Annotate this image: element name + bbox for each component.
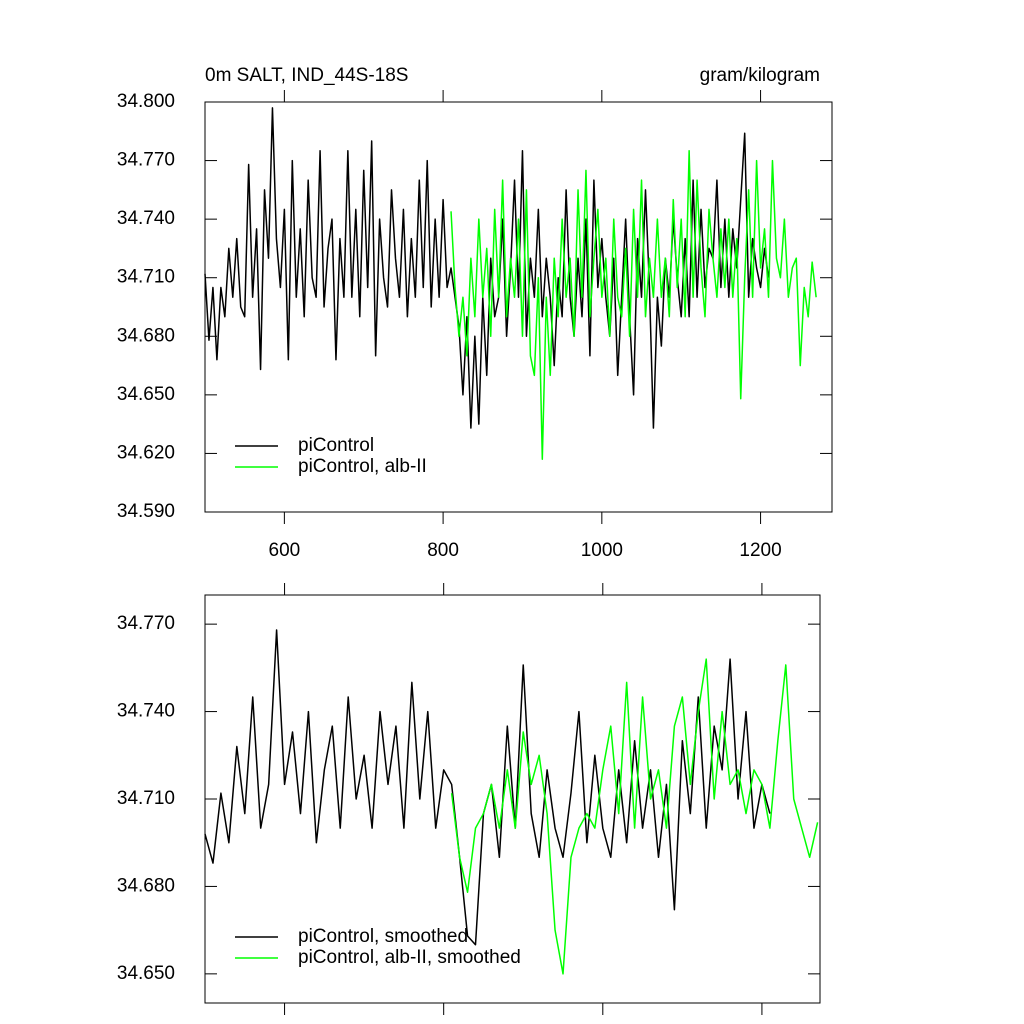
y-tick-label: 34.680 — [117, 875, 175, 896]
units-label: gram/kilogram — [700, 65, 820, 86]
y-tick-label: 34.710 — [117, 788, 175, 809]
legend-label: piControl, alb-II — [298, 456, 427, 477]
x-tick-label: 800 — [427, 540, 459, 561]
y-tick-label: 34.740 — [117, 701, 175, 722]
y-tick-label: 34.740 — [117, 208, 175, 229]
y-tick-label: 34.710 — [117, 267, 175, 288]
data-line — [450, 658, 819, 975]
legend-label: piControl, smoothed — [298, 926, 468, 947]
y-tick-label: 34.590 — [117, 501, 175, 522]
chart-title: 0m SALT, IND_44S-18S — [205, 65, 408, 86]
data-line — [204, 107, 770, 429]
legend-label: piControl — [298, 435, 374, 456]
x-tick-label: 600 — [269, 540, 301, 561]
data-line — [450, 150, 817, 461]
plot-frame — [204, 101, 833, 513]
x-tick-label: 1200 — [739, 540, 781, 561]
y-tick-label: 34.800 — [117, 91, 175, 112]
y-tick-label: 34.650 — [117, 963, 175, 984]
y-tick-label: 34.620 — [117, 442, 175, 463]
x-tick-label: 1000 — [581, 540, 623, 561]
y-tick-label: 34.650 — [117, 384, 175, 405]
y-tick-label: 34.680 — [117, 325, 175, 346]
data-line — [204, 629, 771, 946]
y-tick-label: 34.770 — [117, 150, 175, 171]
y-tick-label: 34.770 — [117, 613, 175, 634]
legend-label: piControl, alb-II, smoothed — [298, 947, 521, 968]
